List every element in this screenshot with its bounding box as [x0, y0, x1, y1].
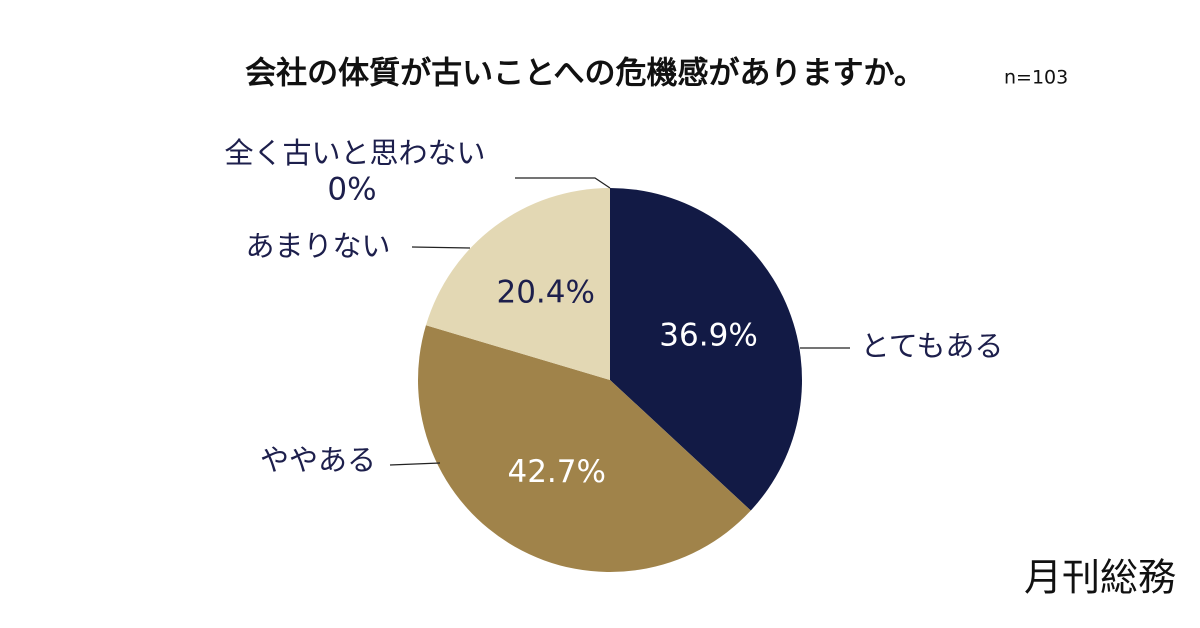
category-label: あまりない	[245, 229, 390, 263]
value-label: 36.9%	[659, 317, 757, 353]
pie-slice	[418, 325, 751, 573]
value-label: 20.4%	[496, 274, 594, 310]
value-label: 42.7%	[507, 454, 605, 490]
leader-line	[411, 246, 471, 249]
pie-slice	[425, 188, 610, 380]
chart-subtitle: n=103	[1004, 67, 1068, 89]
category-label: 全く古いと思わない	[224, 136, 485, 170]
category-label: とてもある	[861, 329, 1004, 363]
leader-line	[515, 177, 611, 189]
leader-line	[389, 462, 441, 466]
value-label: 0%	[327, 172, 376, 208]
brand-logo: 月刊総務	[1024, 556, 1176, 600]
pie-slice	[610, 188, 803, 511]
chart-title: 会社の体質が古いことへの危機感がありますか。	[245, 56, 925, 92]
category-label: ややある	[260, 443, 376, 477]
